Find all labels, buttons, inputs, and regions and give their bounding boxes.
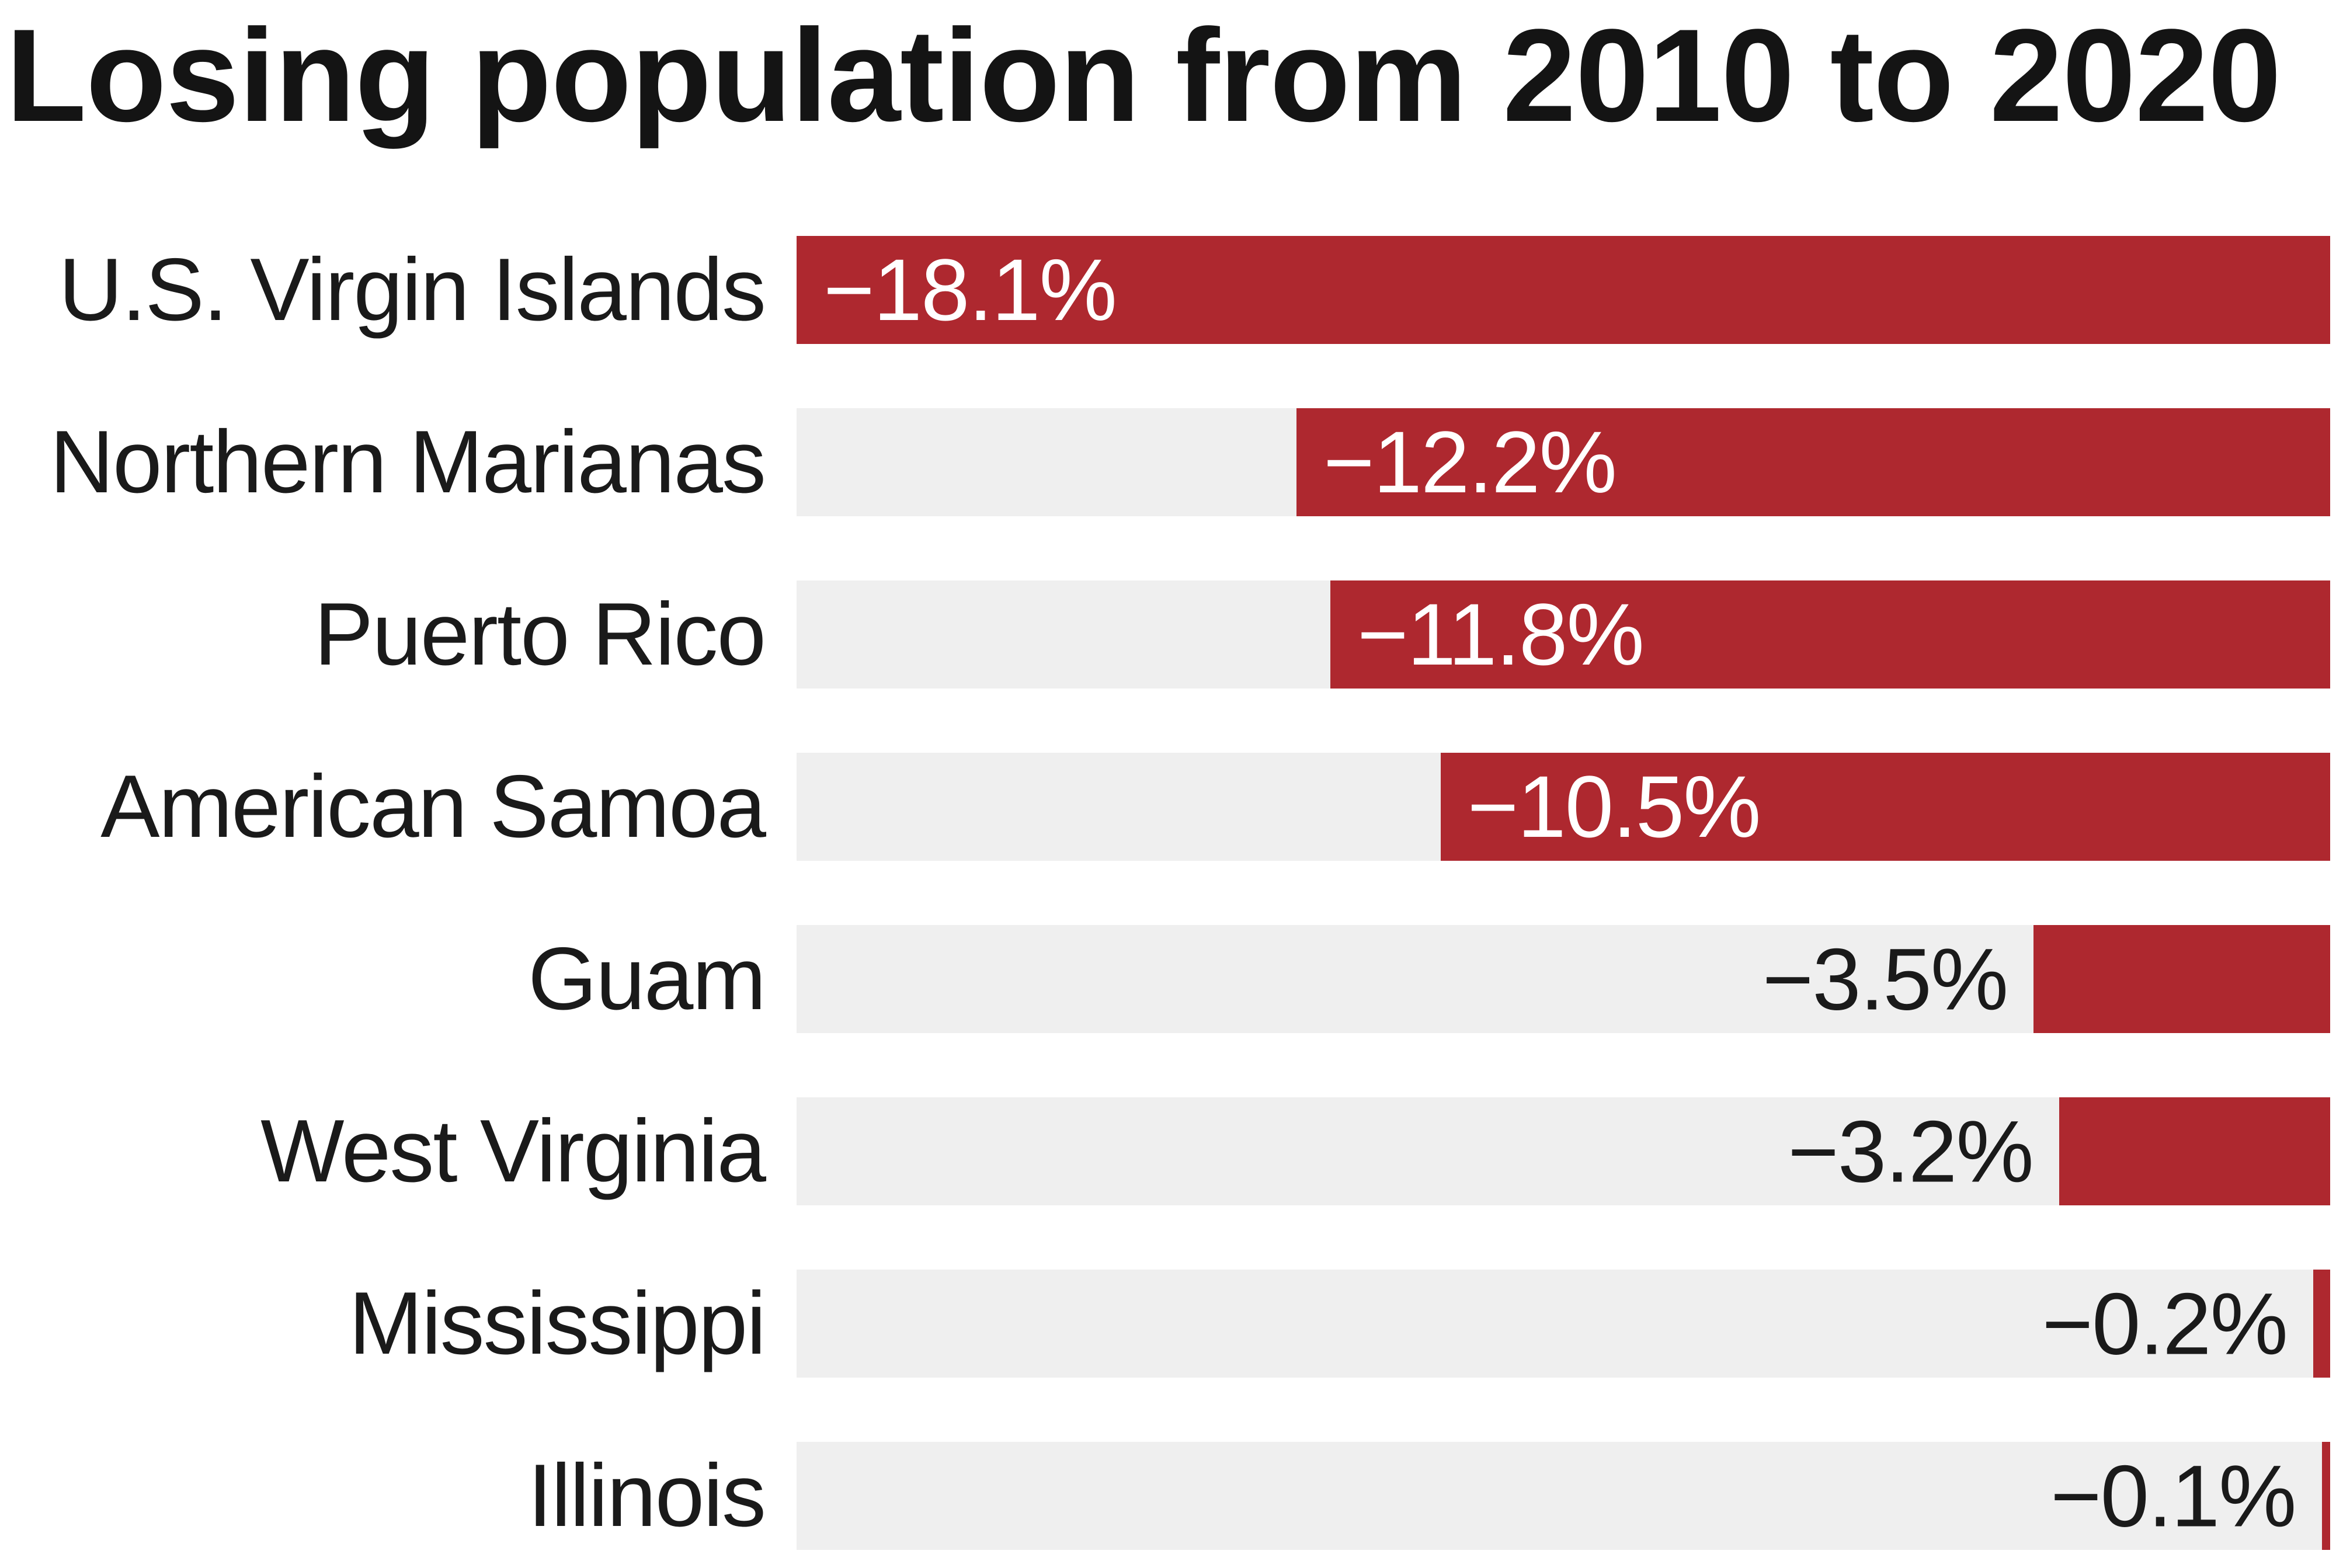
bar-row: Illinois −0.1% (0, 1442, 2330, 1550)
row-label: Mississippi (349, 1274, 766, 1373)
bar-fill: −12.2% (1296, 408, 2330, 516)
bar-fill: −18.1% (797, 236, 2330, 344)
bar-value-inside: −18.1% (823, 241, 1117, 339)
bar-rows: U.S. Virgin Islands −18.1% Northern Mari… (0, 236, 2336, 1550)
bar-row: Guam −3.5% (0, 925, 2330, 1033)
row-label: Illinois (527, 1446, 766, 1545)
bar-track: −11.8% (797, 580, 2330, 689)
bar-fill (2313, 1270, 2330, 1378)
bar-value-outside: −3.2% (1788, 1102, 2033, 1200)
row-label: Northern Marianas (50, 412, 766, 512)
bar-fill (2321, 1442, 2330, 1550)
bar-track: −0.1% (797, 1442, 2330, 1550)
bar-row: Puerto Rico −11.8% (0, 580, 2330, 689)
bar-track: −12.2% (797, 408, 2330, 516)
bar-row: Mississippi −0.2% (0, 1270, 2330, 1378)
row-label: American Samoa (100, 757, 766, 856)
bar-fill (2033, 925, 2330, 1033)
bar-row: American Samoa −10.5% (0, 753, 2330, 861)
bar-row: West Virginia −3.2% (0, 1097, 2330, 1205)
bar-value-outside: −0.2% (2042, 1274, 2288, 1372)
bar-track: −3.2% (797, 1097, 2330, 1205)
bar-fill (2059, 1097, 2330, 1205)
bar-value-outside: −0.1% (2050, 1447, 2296, 1545)
bar-track: −18.1% (797, 236, 2330, 344)
bar-track: −3.5% (797, 925, 2330, 1033)
bar-value-inside: −11.8% (1357, 585, 1645, 683)
population-loss-bar-chart: Losing population from 2010 to 2020 U.S.… (0, 9, 2336, 1568)
bar-fill: −11.8% (1330, 580, 2330, 689)
row-label: Puerto Rico (314, 585, 766, 684)
bar-track: −0.2% (797, 1270, 2330, 1378)
row-label: Guam (528, 929, 766, 1028)
row-label: U.S. Virgin Islands (58, 240, 766, 339)
bar-track: −10.5% (797, 753, 2330, 861)
bar-value-outside: −3.5% (1762, 930, 2008, 1028)
bar-value-inside: −12.2% (1323, 413, 1617, 511)
bar-row: Northern Marianas −12.2% (0, 408, 2330, 516)
bar-value-inside: −10.5% (1467, 757, 1761, 856)
chart-title: Losing population from 2010 to 2020 (6, 1, 2282, 149)
bar-row: U.S. Virgin Islands −18.1% (0, 236, 2330, 344)
bar-fill: −10.5% (1440, 753, 2330, 861)
row-label: West Virginia (260, 1101, 766, 1201)
